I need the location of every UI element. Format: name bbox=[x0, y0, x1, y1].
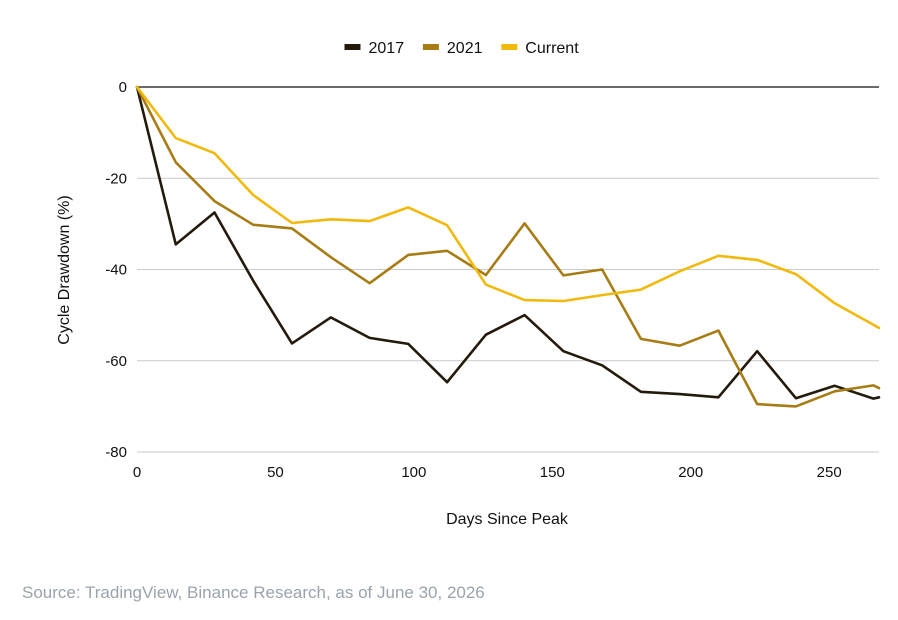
series-lines bbox=[135, 85, 881, 408]
y-tick-label: -20 bbox=[105, 170, 127, 187]
series-line-2021 bbox=[135, 85, 881, 408]
x-axis-title: Days Since Peak bbox=[446, 511, 569, 528]
legend: 2017 2021 Current bbox=[344, 40, 579, 57]
x-tick-label: 200 bbox=[678, 464, 703, 481]
series-line-current bbox=[135, 85, 881, 330]
legend-swatch bbox=[422, 44, 439, 50]
series-line-2017 bbox=[135, 85, 881, 400]
legend-swatch bbox=[501, 44, 518, 50]
x-tick-label: 0 bbox=[133, 464, 141, 481]
legend-label: Current bbox=[525, 40, 579, 57]
y-tick-label: 0 bbox=[119, 79, 127, 96]
legend-swatch bbox=[344, 44, 361, 50]
y-axis: 0 -20 -40 -60 -80 bbox=[105, 79, 127, 461]
y-tick-label: -40 bbox=[105, 262, 127, 279]
legend-label: 2021 bbox=[447, 40, 483, 57]
x-tick-label: 250 bbox=[817, 464, 842, 481]
gridlines bbox=[137, 86, 879, 453]
legend-label: 2017 bbox=[369, 40, 405, 57]
legend-item-2021: 2021 bbox=[422, 40, 483, 57]
y-tick-label: -60 bbox=[105, 353, 127, 370]
legend-item-2017: 2017 bbox=[344, 40, 405, 57]
x-tick-label: 150 bbox=[540, 464, 565, 481]
y-axis-title: Cycle Drawdown (%) bbox=[56, 195, 73, 344]
x-tick-label: 100 bbox=[401, 464, 426, 481]
x-tick-label: 50 bbox=[267, 464, 284, 481]
x-axis: 0 50 100 150 200 250 bbox=[133, 464, 842, 481]
legend-item-current: Current bbox=[501, 40, 579, 57]
source-note: Source: TradingView, Binance Research, a… bbox=[22, 583, 485, 602]
y-tick-label: -80 bbox=[105, 444, 127, 461]
